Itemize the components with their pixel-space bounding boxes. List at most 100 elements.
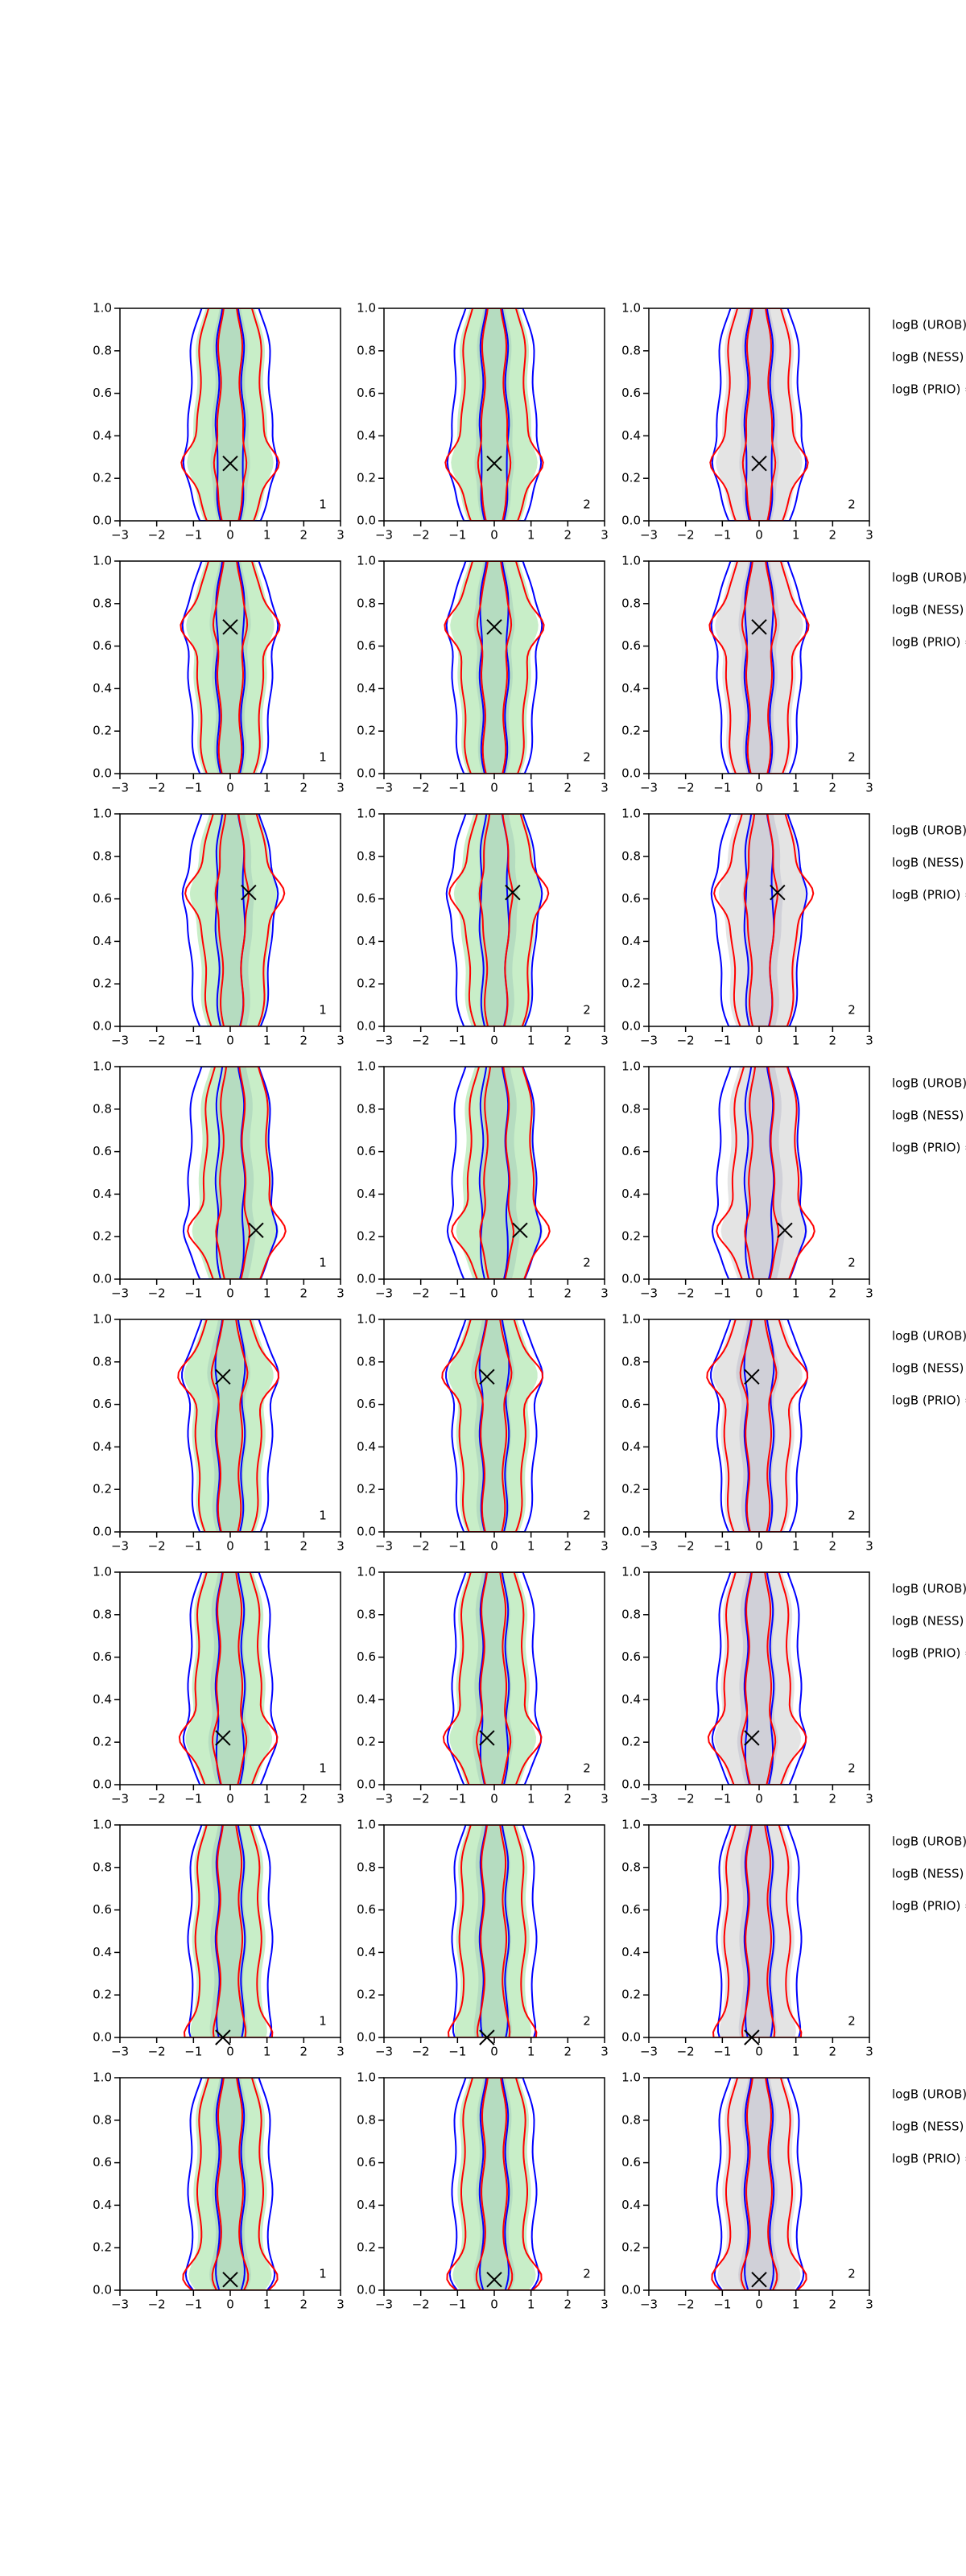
x-tick-label: 1: [527, 1286, 535, 1301]
x-tick-label: 0: [226, 2297, 234, 2312]
x-tick-label: 0: [490, 1286, 498, 1301]
y-tick-label: 0.0: [621, 1777, 641, 1792]
y-tick-label: 1.0: [621, 1312, 641, 1327]
plot-area: [446, 2078, 543, 2290]
marker: [744, 1730, 760, 1746]
y-tick-label: 0.0: [357, 1777, 376, 1792]
x-tick-label: 1: [527, 1539, 535, 1554]
x-tick-label: −2: [412, 1792, 430, 1806]
x-tick-label: −1: [184, 1539, 202, 1554]
y-tick-label: 0.8: [621, 343, 641, 357]
x-tick-label: 1: [792, 781, 800, 795]
y-tick-label: 1.0: [357, 1818, 376, 1832]
panel-label: 2: [583, 2014, 591, 2029]
contour-red-inner: [479, 1067, 515, 1279]
y-tick-label: 0.8: [93, 343, 112, 357]
x-tick-label: 1: [527, 2045, 535, 2059]
marker: [486, 2272, 502, 2288]
y-tick-label: 0.8: [621, 848, 641, 863]
x-tick-label: −2: [148, 1792, 166, 1806]
y-tick-label: 0.2: [621, 1988, 641, 2002]
x-tick-label: −2: [412, 528, 430, 543]
marker: [744, 1368, 760, 1385]
y-tick-label: 0.6: [621, 1649, 641, 1664]
panel-label: 2: [583, 1256, 591, 1270]
contour-blue-inner: [478, 1067, 510, 1279]
x-tick-label: −1: [448, 1792, 466, 1806]
panel-label: 1: [319, 2267, 327, 2281]
y-tick-label: 0.4: [357, 1439, 376, 1454]
x-tick-label: −3: [375, 1034, 393, 1048]
y-tick-label: 0.4: [357, 681, 376, 696]
y-tick-label: 0.4: [357, 1187, 376, 1201]
panel-label: 1: [319, 750, 327, 765]
y-tick-label: 0.6: [93, 891, 112, 906]
y-tick-label: 1.0: [621, 1059, 641, 1074]
x-tick-label: 3: [601, 1034, 609, 1048]
y-tick-label: 0.8: [621, 1860, 641, 1874]
marker: [486, 619, 502, 635]
x-tick-label: −3: [111, 1539, 129, 1554]
panel-label: 1: [319, 1256, 327, 1270]
x-tick-label: 0: [226, 1539, 234, 1554]
logb-label: logB (PRIO) =: [892, 888, 966, 902]
y-tick-label: 0.6: [93, 1902, 112, 1917]
y-tick-label: 0.4: [93, 1692, 112, 1707]
y-tick-label: 0.6: [621, 1144, 641, 1158]
contour-blue-inner: [743, 308, 775, 521]
contour-red-inner: [741, 1825, 776, 2037]
contour-blue-inner: [214, 1825, 246, 2037]
panel-label: 2: [583, 497, 591, 512]
x-tick-label: −3: [640, 1286, 658, 1301]
contour-blue-outer: [710, 1319, 808, 1532]
logb-label: logB (UROB) =: [892, 1076, 966, 1091]
contour-blue-inner: [743, 1319, 775, 1532]
marker: [215, 1730, 231, 1746]
y-tick-label: 0.2: [357, 1735, 376, 1749]
x-tick-label: −2: [412, 2297, 430, 2312]
y-tick-label: 1.0: [621, 807, 641, 821]
contour-red-inner: [476, 1825, 511, 2037]
contour-red-outer: [187, 1067, 287, 1279]
x-tick-label: −1: [713, 1286, 731, 1301]
contour-blue-inner: [478, 1319, 510, 1532]
logb-label: logB (NESS) =: [892, 1614, 966, 1629]
contour-blue-inner: [743, 561, 775, 774]
x-tick-label: 1: [263, 528, 271, 543]
x-tick-label: 0: [490, 528, 498, 543]
contour-blue-outer: [184, 2078, 276, 2290]
panel-label: 2: [583, 750, 591, 765]
contour-blue-inner: [743, 1067, 775, 1279]
contour-red-outer: [448, 814, 550, 1026]
y-tick-label: 0.2: [621, 1482, 641, 1496]
contour-blue-outer: [181, 561, 279, 774]
contour-blue-inner: [214, 308, 246, 521]
y-tick-label: 1.0: [357, 1059, 376, 1074]
x-tick-label: 3: [865, 1286, 873, 1301]
x-tick-label: 3: [336, 2045, 345, 2059]
y-tick-label: 1.0: [621, 2070, 641, 2085]
x-tick-label: −3: [375, 1286, 393, 1301]
x-tick-label: −1: [713, 1792, 731, 1806]
x-tick-label: −1: [448, 528, 466, 543]
y-tick-label: 0.4: [93, 1187, 112, 1201]
x-tick-label: −1: [713, 1539, 731, 1554]
x-tick-label: 3: [865, 2045, 873, 2059]
marker: [479, 1730, 495, 1746]
x-tick-label: 3: [601, 2045, 609, 2059]
x-tick-label: 2: [829, 1792, 837, 1806]
y-tick-label: 0.2: [621, 1229, 641, 1244]
x-tick-label: −2: [412, 1539, 430, 1554]
y-tick-label: 0.0: [93, 2283, 112, 2297]
x-tick-label: 1: [792, 1034, 800, 1048]
x-tick-label: 0: [755, 781, 763, 795]
x-tick-label: −1: [448, 1034, 466, 1048]
x-tick-label: 2: [829, 1286, 837, 1301]
x-tick-label: 1: [527, 2297, 535, 2312]
plot-area: [444, 308, 544, 521]
y-tick-label: 1.0: [357, 554, 376, 568]
x-tick-label: −2: [412, 2045, 430, 2059]
contour-red-inner: [477, 308, 512, 521]
plot-area: [180, 561, 281, 774]
y-tick-label: 1.0: [93, 1565, 112, 1579]
